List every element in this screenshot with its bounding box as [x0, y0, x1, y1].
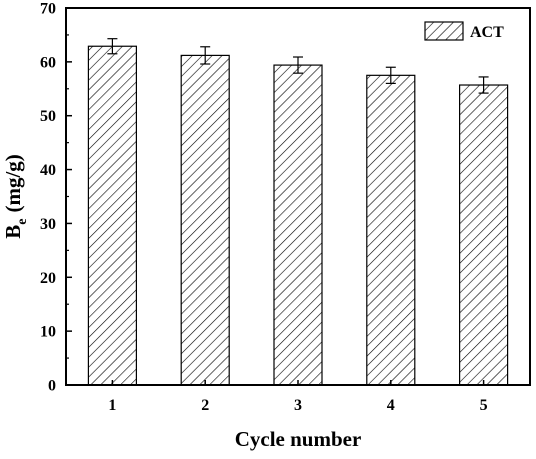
y-tick-label: 10	[40, 324, 56, 341]
y-tick-label: 30	[40, 216, 56, 233]
error-bar-3	[293, 56, 303, 74]
y-tick-label: 60	[40, 54, 56, 71]
bars-layer	[87, 45, 509, 386]
x-tick-label: 1	[108, 397, 116, 414]
error-bar-1	[107, 38, 118, 55]
y-tick-label: 40	[40, 162, 56, 179]
x-axis-title: Cycle number	[235, 427, 362, 451]
x-tick-label: 5	[480, 397, 488, 414]
legend: ACT	[424, 21, 504, 41]
error-bar-5	[478, 76, 489, 94]
y-axis-title-unit: (mg/g)	[1, 154, 25, 212]
bar-2	[180, 54, 230, 386]
bar-5	[459, 84, 509, 386]
error-bars-layer	[107, 38, 489, 94]
y-tick-label: 50	[40, 108, 56, 125]
legend-label: ACT	[470, 24, 504, 41]
y-axis-title: Be (mg/g)	[1, 154, 30, 239]
y-tick-label: 0	[48, 378, 56, 395]
error-bar-4	[385, 66, 396, 85]
legend-swatch	[424, 21, 464, 41]
y-axis-title-subscript: e	[15, 219, 30, 225]
x-tick-label: 3	[294, 397, 302, 414]
y-tick-label: 70	[40, 1, 56, 18]
bar-4	[366, 74, 416, 386]
x-tick-label: 2	[201, 397, 209, 414]
y-axis-title-main: B	[1, 225, 25, 239]
x-tick-label: 4	[387, 397, 395, 414]
bar-1	[87, 45, 138, 386]
y-tick-label: 20	[40, 270, 56, 287]
bar-3	[273, 64, 323, 386]
error-bar-2	[200, 46, 211, 65]
